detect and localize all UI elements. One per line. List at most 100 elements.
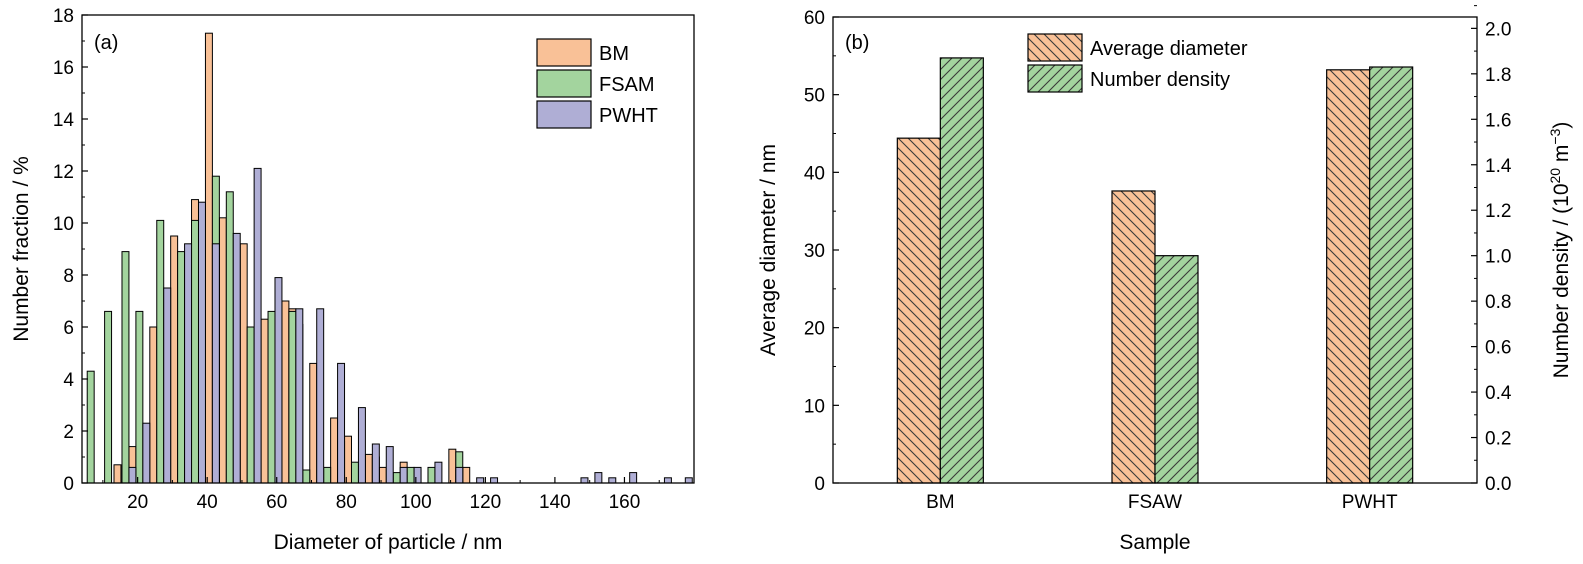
y-tick-label: 4 (63, 370, 74, 391)
legend-swatch-number-density (1027, 64, 1083, 93)
histogram-bar-pwht (629, 472, 638, 484)
histogram-bar-pwht (253, 167, 262, 484)
y-tick-label: 2 (63, 422, 74, 443)
y2-tick-label: 2.0 (1485, 19, 1511, 40)
bar-panel: 0 10 20 30 40 50 60 0.0 0.2 0.4 0.6 0.8 1.0 1.2 1.4 1.… (757, 5, 1573, 554)
y2-tick-label: 0.2 (1485, 429, 1511, 450)
histogram-bar-pwht (663, 477, 672, 484)
histogram-bar-pwht (490, 477, 499, 484)
histogram-bar-bm (462, 466, 471, 484)
y-tick-label: 60 (804, 8, 825, 29)
left-y-axis-title: Average diameter / nm (757, 144, 780, 356)
histogram-bar-pwht (684, 477, 693, 484)
legend: BM FSAM PWHT (536, 38, 658, 129)
histogram-bar-pwht (316, 308, 325, 484)
x-tick-label: FSAW (1128, 492, 1182, 513)
right-y-axis-title: Number density / (1020 m−3) (1547, 122, 1573, 379)
bar-average-diameter (896, 137, 941, 484)
x-axis-ticks: BM FSAW PWHT (926, 477, 1398, 513)
legend-swatch-average-diameter (1027, 33, 1083, 62)
histogram-bar-bm (344, 435, 352, 484)
y-axis-ticks: 0 2 4 6 8 10 12 14 16 18 (53, 6, 88, 495)
y2-title-unit-exponent: −3 (1547, 128, 1563, 144)
plot-frame (81, 14, 695, 484)
histogram-bar-fsam (427, 466, 436, 484)
histogram-bar-fsam (288, 310, 297, 484)
legend-swatch-pwht (536, 100, 592, 129)
legend-label-average-diameter: Average diameter (1090, 38, 1248, 60)
y2-tick-label: 0.8 (1485, 292, 1511, 313)
histogram-bar-fsam (323, 466, 332, 484)
x-tick-label: 40 (197, 492, 218, 513)
y-tick-label: 20 (804, 319, 825, 340)
histogram-bar-fsam (302, 469, 311, 484)
legend-label-number-density: Number density (1090, 69, 1230, 91)
histogram-bar-bm (448, 448, 457, 484)
bar-number-density (1154, 255, 1199, 484)
x-tick-label: 80 (336, 492, 357, 513)
x-tick-label: BM (926, 492, 955, 513)
histogram-bar-pwht (580, 477, 589, 484)
histogram-bar-pwht (434, 461, 443, 484)
histogram-bar-pwht (232, 232, 241, 484)
legend-label-fsam: FSAM (599, 74, 655, 96)
y-tick-label: 50 (804, 86, 825, 107)
histogram-bar-bm (204, 32, 213, 484)
histogram-bar-pwht (184, 243, 193, 484)
y-tick-label: 14 (53, 110, 75, 131)
histogram-bar-bm (378, 466, 387, 484)
bar-number-density (1369, 66, 1414, 484)
x-tick-label: PWHT (1342, 492, 1398, 513)
bar-number-density (939, 57, 984, 484)
bar-average-diameter (1111, 190, 1156, 484)
histogram-bar-bm (149, 326, 158, 484)
histogram-bar-bm (330, 417, 339, 484)
histogram-bar-pwht (399, 466, 408, 484)
y2-tick-label: 0.4 (1485, 383, 1512, 404)
x-tick-label: 120 (470, 492, 502, 513)
histogram-bar-pwht (163, 287, 172, 484)
histogram-bar-pwht (371, 443, 380, 484)
histogram-bar-pwht (594, 472, 603, 484)
histogram-bar-pwht (413, 466, 422, 484)
y2-title-close: ) (1550, 122, 1573, 129)
y2-tick-label: 1.6 (1485, 110, 1511, 131)
x-axis-title: Diameter of particle / nm (274, 531, 503, 554)
histogram-bar-pwht (295, 308, 304, 484)
y2-title-base: Number density / (10 (1550, 183, 1573, 378)
legend-label-bm: BM (599, 43, 629, 65)
histogram-bar-pwht (197, 201, 206, 484)
bar-average-diameter (1326, 69, 1371, 484)
histogram-bar-fsam (406, 466, 415, 484)
histogram-bar-fsam (86, 370, 95, 484)
grouped-bars (896, 57, 1414, 484)
y-tick-label: 16 (53, 58, 74, 79)
histogram-bar-bm (364, 453, 373, 484)
legend: Average diameter Number density (1027, 33, 1248, 93)
panel-label: (a) (94, 32, 118, 54)
y2-title-unit: m (1550, 145, 1573, 168)
histogram-bar-fsam (156, 219, 165, 484)
y-tick-label: 0 (63, 474, 74, 495)
histogram-bar-pwht (608, 477, 617, 484)
histogram-bar-fsam (225, 191, 234, 484)
y2-tick-label: 0.6 (1485, 338, 1511, 359)
legend-swatch-fsam (536, 69, 592, 98)
histogram-bar-fsam (104, 310, 113, 484)
y2-tick-label: 1.0 (1485, 247, 1511, 268)
y-axis-title: Number fraction / % (10, 156, 33, 342)
histogram-bar-pwht (476, 477, 485, 484)
histogram-bar-bm (113, 464, 122, 484)
histogram-bar-bm (281, 300, 290, 484)
x-axis-ticks: 20 40 60 80 100 120 140 160 (102, 477, 660, 513)
histogram-bar-pwht (357, 407, 366, 484)
right-y-axis-ticks: 0.0 0.2 0.4 0.6 0.8 1.0 1.2 1.4 1.6 1.8 2.0 (1471, 5, 1512, 495)
histogram-bar-fsam (267, 310, 276, 484)
y-tick-label: 12 (53, 162, 74, 183)
histogram-bar-fsam (191, 219, 199, 484)
x-tick-label: 60 (266, 492, 287, 513)
histogram-bar-pwht (211, 243, 220, 484)
histogram-bar-pwht (337, 362, 346, 484)
histogram-bar-pwht (385, 446, 394, 484)
